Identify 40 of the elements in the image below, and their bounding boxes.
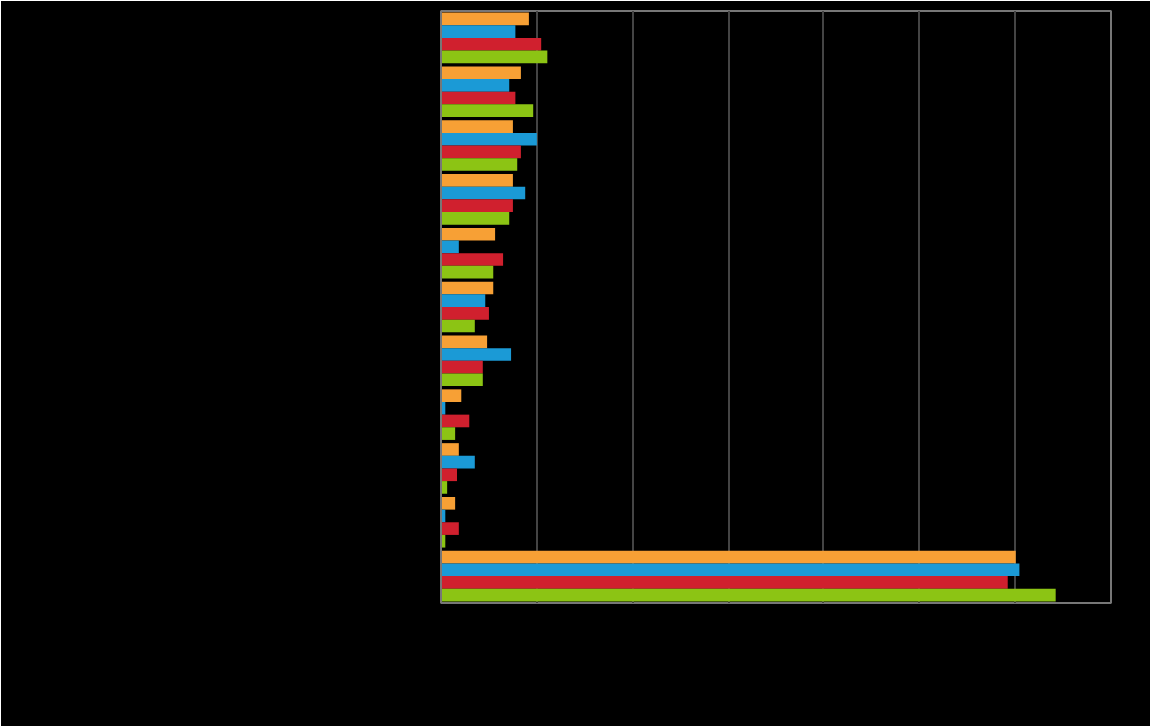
bar — [441, 588, 1056, 602]
bar — [441, 158, 518, 171]
bar — [441, 427, 456, 440]
bar — [441, 468, 457, 482]
bar — [441, 240, 459, 254]
bar — [441, 186, 526, 200]
bar — [441, 389, 462, 402]
bar — [441, 265, 494, 279]
bar — [441, 25, 516, 38]
bar — [441, 550, 1016, 564]
bar — [441, 443, 459, 456]
bar — [441, 522, 459, 535]
bar — [441, 307, 489, 320]
bar — [441, 281, 494, 295]
bar — [441, 174, 513, 187]
bar — [441, 294, 486, 307]
bar — [441, 199, 513, 213]
bar — [441, 360, 483, 374]
bar — [441, 12, 529, 26]
bar — [441, 79, 510, 92]
bar — [441, 104, 534, 118]
bar — [441, 132, 537, 146]
bar — [441, 91, 516, 105]
bar — [441, 66, 521, 80]
bar — [441, 145, 521, 159]
bar — [441, 496, 456, 510]
bar — [441, 253, 504, 266]
bar — [441, 335, 488, 349]
bar — [441, 373, 483, 387]
bar — [441, 37, 542, 51]
bar — [441, 120, 513, 133]
bar — [441, 576, 1008, 589]
bar — [441, 563, 1020, 577]
bar — [441, 212, 510, 225]
bar — [441, 348, 512, 361]
bar — [441, 414, 470, 428]
bar — [441, 319, 475, 333]
bar — [441, 50, 548, 64]
bar — [441, 455, 475, 469]
bar — [441, 227, 496, 241]
